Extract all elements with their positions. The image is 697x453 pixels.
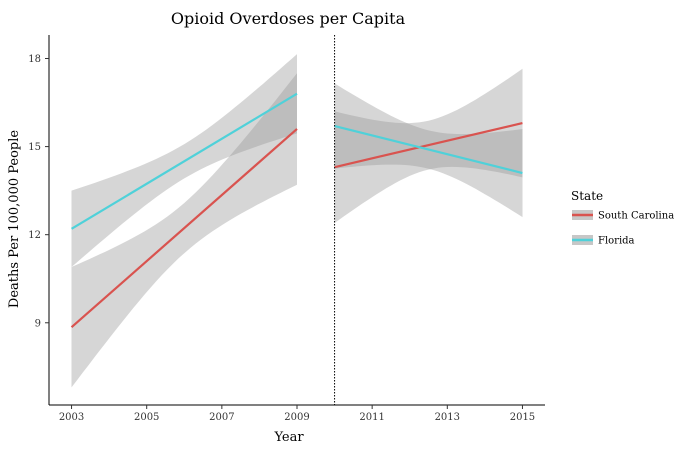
legend-title: State	[571, 189, 603, 203]
x-tick-label: 2003	[59, 412, 84, 423]
y-tick-label: 18	[28, 54, 41, 65]
legend: State South Carolina Florida	[571, 189, 674, 247]
series-lines	[70, 92, 523, 329]
line-south-carolina-1	[70, 128, 298, 329]
x-tick-label: 2009	[284, 412, 309, 423]
ci-band-south-carolina-1	[71, 73, 297, 388]
y-axis-title: Deaths Per 100,000 People	[7, 130, 22, 309]
line-florida-1	[70, 92, 298, 230]
x-axis-title: Year	[273, 430, 304, 445]
chart-title: Opioid Overdoses per Capita	[171, 9, 406, 28]
y-tick-label: 12	[28, 230, 41, 241]
x-tick-label: 2007	[209, 412, 234, 423]
x-tick-label: 2015	[510, 412, 535, 423]
y-ticks: 9 12 15 18	[28, 54, 49, 329]
legend-label-south-carolina: South Carolina	[598, 211, 674, 222]
x-tick-label: 2013	[435, 412, 460, 423]
line-florida-2	[334, 124, 523, 175]
y-tick-label: 9	[35, 318, 41, 329]
confidence-bands	[71, 54, 523, 388]
y-tick-label: 15	[28, 142, 41, 153]
line-south-carolina-2	[334, 122, 523, 169]
legend-label-florida: Florida	[598, 236, 635, 247]
x-ticks: 2003 2005 2007 2009 2011 2013 2015	[59, 405, 535, 423]
x-tick-label: 2005	[134, 412, 159, 423]
x-tick-label: 2011	[359, 412, 384, 423]
